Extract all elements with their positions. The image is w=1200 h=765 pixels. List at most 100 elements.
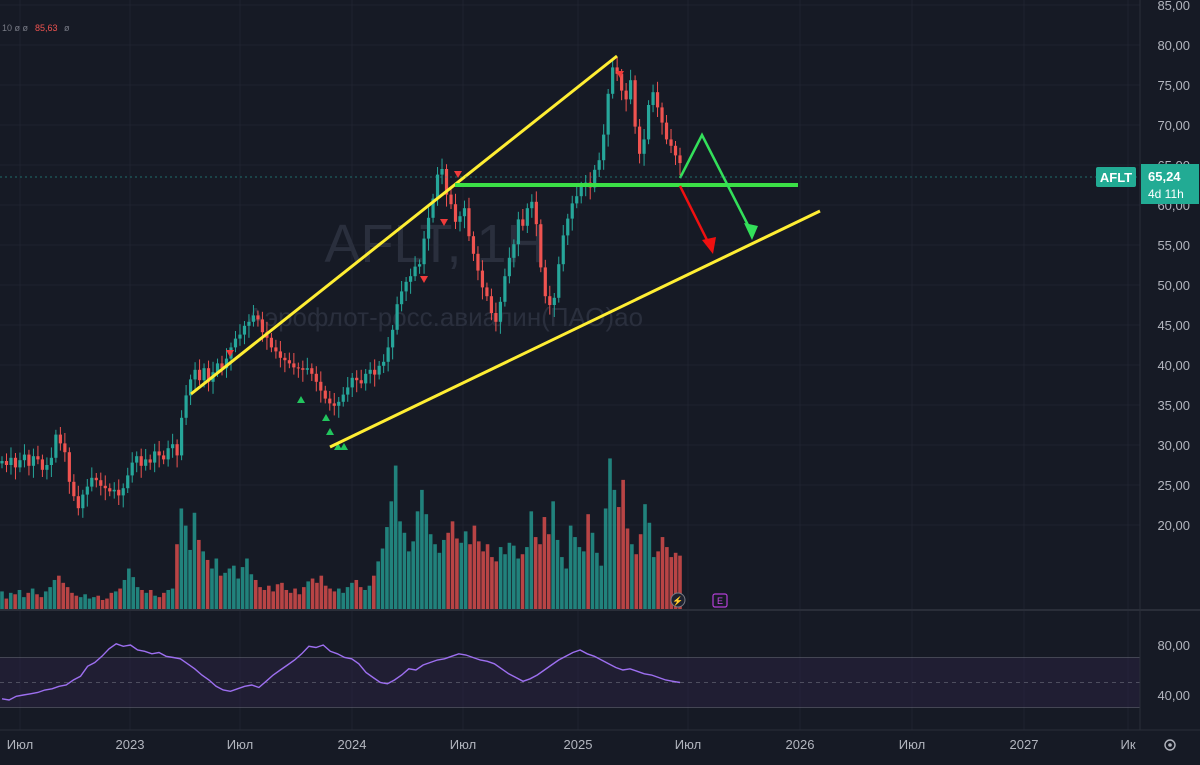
volume-bar	[4, 598, 9, 610]
volume-bar	[415, 511, 420, 610]
volume-bar	[538, 544, 542, 610]
price-badge[interactable]	[1141, 164, 1199, 204]
volume-bar	[0, 591, 4, 610]
candle-body	[485, 287, 489, 297]
candle-body	[171, 444, 175, 449]
candle-body	[67, 452, 71, 482]
volume-bar	[647, 522, 652, 610]
volume-bar	[332, 591, 337, 610]
event-flash-marker[interactable]	[670, 592, 686, 608]
earnings-marker[interactable]	[712, 593, 728, 608]
candle-body	[467, 208, 471, 237]
lower-trendline[interactable]	[329, 209, 821, 449]
candle-body	[206, 368, 211, 382]
candle-body	[413, 266, 417, 277]
volume-bar	[65, 587, 70, 610]
candle-body	[130, 462, 134, 476]
volume-bar	[407, 551, 411, 610]
volume-bar	[57, 575, 61, 610]
candle-body	[224, 358, 229, 369]
rsi-axis[interactable]: 80,00 40,00	[1157, 638, 1190, 703]
volume-bar	[577, 547, 582, 610]
candle-body	[530, 201, 534, 209]
price-axis-tick: 45,00	[1157, 318, 1190, 333]
candle-body	[404, 281, 408, 292]
grid	[0, 0, 1140, 730]
volume-bar	[262, 589, 267, 610]
candle-body	[359, 380, 363, 384]
volume-bar	[236, 578, 241, 610]
volume-bar	[258, 587, 262, 610]
candle-body	[391, 329, 395, 348]
candle-body	[611, 67, 615, 94]
price-axis-tick: 20,00	[1157, 518, 1190, 533]
candle-body	[669, 139, 673, 146]
buy-signal-marker	[297, 396, 305, 403]
candle-body	[292, 363, 296, 368]
candle-body	[247, 321, 251, 326]
gear-icon[interactable]	[1164, 739, 1176, 751]
red-scenario-path[interactable]	[678, 185, 712, 247]
volume-bar	[516, 558, 520, 610]
candle-body	[489, 296, 494, 313]
signal-markers	[226, 71, 624, 450]
volume-bar	[341, 592, 345, 610]
volume-bar	[494, 561, 499, 610]
volume-bar	[564, 568, 569, 610]
price-axis-tick: 75,00	[1157, 78, 1190, 93]
candle-body	[525, 208, 529, 226]
time-axis-tick: Июл	[7, 737, 33, 752]
volume-bar	[498, 547, 503, 610]
volume-bar	[22, 597, 26, 610]
volume-bar	[511, 545, 516, 610]
price-axis-tick: 40,00	[1157, 358, 1190, 373]
candle-body	[377, 365, 381, 375]
volume-bar	[293, 588, 297, 610]
volume-bar	[476, 541, 481, 610]
volume-bar	[201, 551, 206, 610]
candle-body	[408, 276, 413, 282]
candle-body	[36, 456, 40, 460]
volume-bar	[319, 575, 324, 610]
volume-bar	[275, 584, 280, 610]
time-axis[interactable]: Июл 2023 Июл 2024 Июл 2025 Июл 2026 Июл 2027 Ик	[7, 737, 1136, 752]
annotations[interactable]	[190, 54, 821, 449]
candle-body	[99, 480, 103, 486]
ticker-badge[interactable]	[1096, 167, 1136, 187]
candle-body	[395, 304, 399, 330]
volume-bar	[140, 589, 144, 610]
volume-bar	[420, 489, 424, 610]
candle-body	[646, 105, 651, 140]
volume-bar	[223, 572, 227, 610]
volume-bar	[542, 517, 547, 610]
price-axis-tick: 70,00	[1157, 118, 1190, 133]
candle-body	[368, 369, 372, 374]
volume-bar	[634, 554, 639, 610]
volume-bar	[472, 525, 477, 610]
green-scenario-path[interactable]	[678, 132, 754, 234]
candle-body	[480, 270, 485, 288]
upper-trendline[interactable]	[190, 54, 618, 396]
candle-body	[103, 485, 107, 489]
candle-body	[548, 296, 552, 305]
volume-bar	[122, 579, 127, 610]
volume-bar	[568, 525, 573, 610]
price-badge-value: 65,24	[1148, 169, 1181, 184]
volume-bar	[363, 589, 367, 610]
candle-body	[144, 459, 148, 466]
volume-bar	[402, 532, 407, 610]
volume-bar	[48, 587, 52, 610]
candle-body	[444, 169, 449, 195]
candle-body	[566, 218, 570, 236]
candle-body	[557, 264, 561, 298]
volume-bar	[249, 574, 254, 610]
candle-body	[13, 457, 18, 468]
candle-body	[45, 465, 49, 470]
volume-bar	[586, 514, 590, 610]
candle-body	[328, 398, 332, 404]
candle-body	[310, 368, 314, 374]
candle-body	[521, 219, 525, 226]
candle-body	[31, 456, 36, 466]
volume-bar	[205, 559, 210, 610]
